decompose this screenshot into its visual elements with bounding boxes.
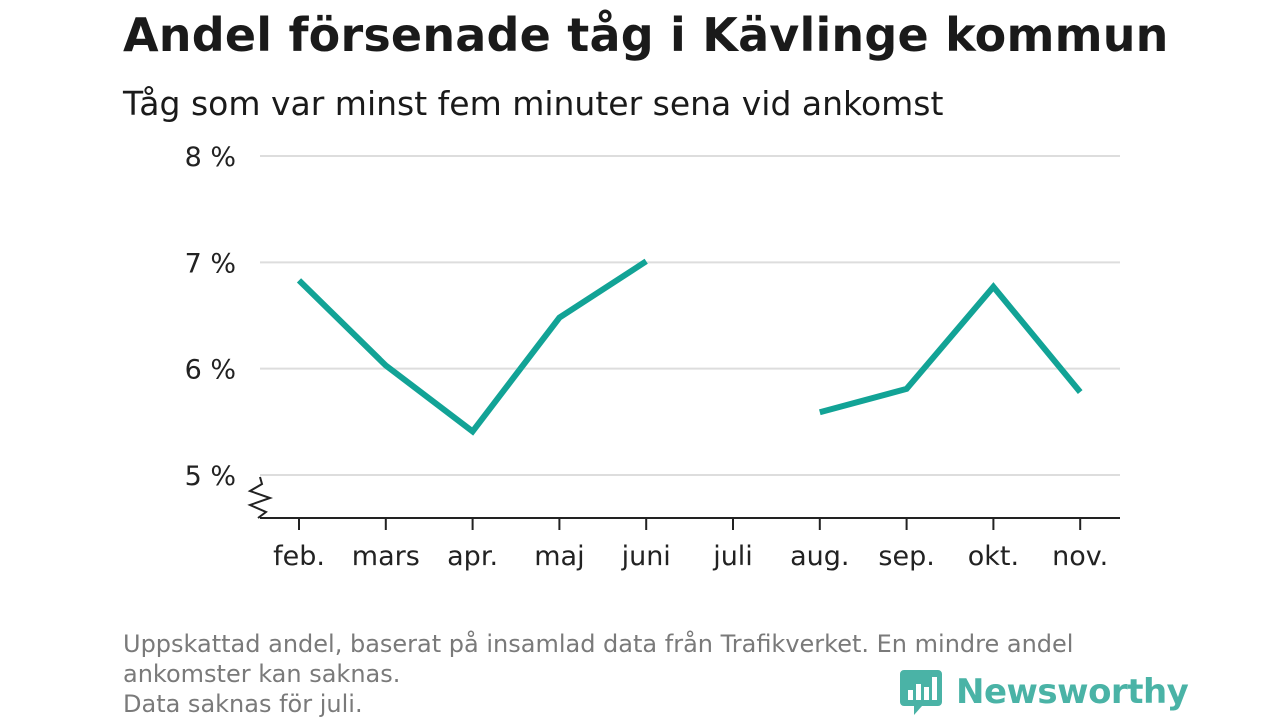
y-tick-label: 8 % bbox=[185, 142, 236, 173]
series-lines bbox=[296, 258, 1083, 436]
x-tick-label: maj bbox=[534, 541, 584, 572]
x-axis bbox=[247, 476, 1120, 530]
x-tick-label: sep. bbox=[878, 541, 934, 572]
y-axis-tick-labels: 5 % 6 % 7 % 8 % bbox=[185, 142, 236, 492]
footnote-line-1: Uppskattad andel, baserat på insamlad da… bbox=[123, 630, 1074, 658]
y-tick-label: 6 % bbox=[185, 355, 236, 386]
x-tick-label: juli bbox=[712, 541, 753, 572]
x-tick-label: nov. bbox=[1052, 541, 1108, 572]
x-tick-label: aug. bbox=[790, 541, 849, 572]
footnote-line-2: ankomster kan saknas. bbox=[123, 660, 401, 688]
x-tick-label: juni bbox=[621, 541, 671, 572]
axis-break-zigzag bbox=[247, 476, 274, 519]
x-tick-label: okt. bbox=[968, 541, 1019, 572]
x-tick-label: mars bbox=[352, 541, 420, 572]
y-tick-label: 5 % bbox=[185, 461, 236, 492]
footnote: Uppskattad andel, baserat på insamlad da… bbox=[123, 629, 1163, 719]
y-tick-label: 7 % bbox=[185, 248, 236, 279]
newsworthy-logo-icon bbox=[900, 670, 942, 715]
brand-logo: Newsworthy bbox=[900, 668, 1189, 716]
x-tick-label: feb. bbox=[273, 541, 325, 572]
x-axis-tick-labels: feb. mars apr. maj juni juli aug. sep. okt. nov. bbox=[273, 541, 1108, 572]
line-chart: 5 % 6 % 7 % 8 % feb. mars apr. maj juni juli aug.… bbox=[185, 142, 1120, 572]
series-line-segment bbox=[296, 258, 648, 436]
footnote-line-3: Data saknas för juli. bbox=[123, 690, 363, 718]
brand-name: Newsworthy bbox=[956, 672, 1189, 712]
x-tick-label: apr. bbox=[447, 541, 498, 572]
chart-title: Andel försenade tåg i Kävlinge kommun bbox=[123, 8, 1169, 62]
grid-lines bbox=[260, 155, 1120, 476]
chart-subtitle: Tåg som var minst fem minuter sena vid a… bbox=[123, 84, 944, 123]
series-line-segment bbox=[819, 282, 1083, 416]
